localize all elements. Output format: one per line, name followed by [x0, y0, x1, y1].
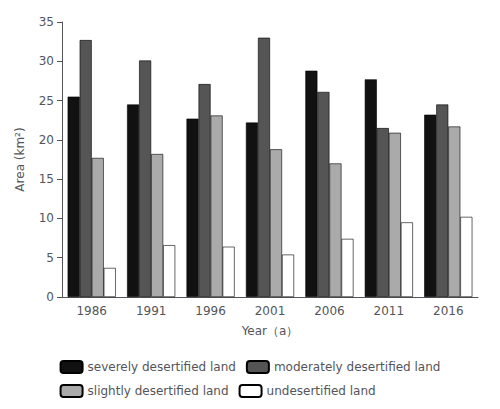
svg-text:2001: 2001: [255, 304, 286, 318]
svg-text:2011: 2011: [374, 304, 405, 318]
svg-text:10: 10: [39, 211, 54, 225]
svg-text:severely desertified land: severely desertified land: [88, 360, 236, 374]
svg-text:1991: 1991: [136, 304, 167, 318]
svg-text:1996: 1996: [195, 304, 226, 318]
svg-text:0: 0: [46, 290, 54, 304]
svg-text:Area (km²): Area (km²): [13, 127, 27, 191]
svg-text:slightly desertified land: slightly desertified land: [88, 384, 229, 398]
svg-text:20: 20: [39, 133, 54, 147]
svg-text:15: 15: [39, 172, 54, 186]
svg-text:25: 25: [39, 94, 54, 108]
svg-text:Year（a）: Year（a）: [241, 324, 299, 338]
svg-text:1986: 1986: [76, 304, 107, 318]
svg-text:2006: 2006: [314, 304, 345, 318]
svg-text:5: 5: [46, 251, 54, 265]
svg-text:2016: 2016: [433, 304, 464, 318]
svg-text:moderately desertified land: moderately desertified land: [274, 360, 441, 374]
svg-text:30: 30: [39, 54, 54, 68]
svg-text:35: 35: [39, 15, 54, 29]
svg-text:undesertified land: undesertified land: [267, 384, 376, 398]
